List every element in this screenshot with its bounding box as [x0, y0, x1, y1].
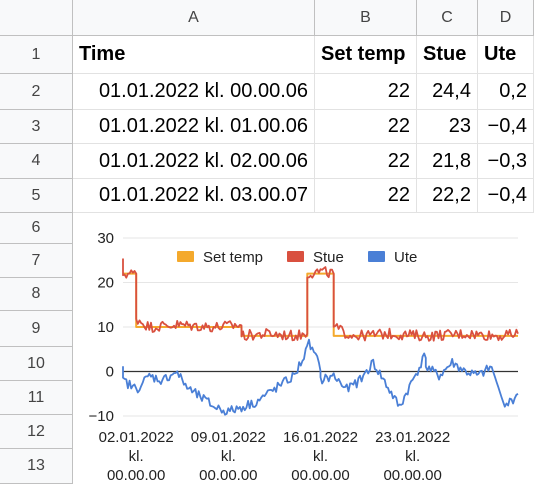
row-header-9[interactable]: 9 [0, 311, 73, 347]
y-tick-label: 30 [97, 230, 114, 247]
cell-b4[interactable]: 22 [315, 144, 417, 179]
cell-b2[interactable]: 22 [315, 74, 417, 110]
column-header-b[interactable]: B [315, 0, 417, 36]
legend-label: Ute [394, 249, 417, 266]
legend-swatch [177, 251, 194, 262]
y-tick-labels: 30 20 10 0 −10 [89, 230, 114, 425]
cell-b3[interactable]: 22 [315, 110, 417, 144]
x-tick-label-line: 16.01.2022 [283, 429, 358, 446]
y-tick-label: 0 [106, 364, 114, 381]
cell-a1[interactable]: Time [73, 36, 315, 74]
x-tick-label-line: 00.00.00 [107, 467, 165, 484]
legend-item-stue: Stue [287, 249, 344, 266]
column-header-c[interactable]: C [417, 0, 478, 36]
embedded-line-chart[interactable]: 30 20 10 0 −10 02.01.2022 kl. 00.00.00 09.01.20… [74, 215, 534, 484]
x-tick-label-line: 00.00.00 [383, 467, 441, 484]
cell-b5[interactable]: 22 [315, 179, 417, 213]
cell-c4[interactable]: 21,8 [417, 144, 478, 179]
row-header-5[interactable]: 5 [0, 179, 73, 213]
legend-label: Set temp [203, 249, 263, 266]
x-tick-label-line: 23.01.2022 [375, 429, 450, 446]
x-tick-label: 23.01.2022 kl. 00.00.00 [375, 429, 450, 484]
cell-d4[interactable]: −0,3 [478, 144, 534, 179]
row-header-4[interactable]: 4 [0, 144, 73, 179]
cell-d2[interactable]: 0,2 [478, 74, 534, 110]
x-tick-label-line: 09.01.2022 [191, 429, 266, 446]
row-header-10[interactable]: 10 [0, 347, 73, 381]
row-header-8[interactable]: 8 [0, 278, 73, 311]
cell-a3[interactable]: 01.01.2022 kl. 01.00.06 [73, 110, 315, 144]
x-tick-label-line: kl. [221, 448, 236, 465]
series-line-ute [122, 338, 519, 416]
x-tick-label: 02.01.2022 kl. 00.00.00 [99, 429, 174, 484]
y-tick-label: −10 [89, 408, 114, 425]
y-tick-label: 20 [97, 275, 114, 292]
x-tick-label-line: kl. [129, 448, 144, 465]
column-header-a[interactable]: A [73, 0, 315, 36]
x-tick-label: 09.01.2022 kl. 00.00.00 [191, 429, 266, 484]
row-header-2[interactable]: 2 [0, 74, 73, 110]
x-tick-label-line: 00.00.00 [199, 467, 257, 484]
legend-swatch [368, 251, 385, 262]
series-lines [122, 258, 519, 416]
cell-a4[interactable]: 01.01.2022 kl. 02.00.06 [73, 144, 315, 179]
row-header-7[interactable]: 7 [0, 244, 73, 278]
cell-d5[interactable]: −0,4 [478, 179, 534, 213]
row-header-3[interactable]: 3 [0, 110, 73, 144]
row-header-13[interactable]: 13 [0, 449, 73, 484]
y-tick-label: 10 [97, 319, 114, 336]
cell-d1[interactable]: Ute [478, 36, 534, 74]
chart-legend: Set temp Stue Ute [177, 249, 417, 266]
x-tick-label-line: 00.00.00 [291, 467, 349, 484]
row-header-1[interactable]: 1 [0, 36, 73, 74]
legend-label: Stue [313, 249, 344, 266]
row-header-6[interactable]: 6 [0, 213, 73, 244]
column-header-d[interactable]: D [478, 0, 534, 36]
cell-d3[interactable]: −0,4 [478, 110, 534, 144]
x-tick-label-line: 02.01.2022 [99, 429, 174, 446]
row-header-11[interactable]: 11 [0, 381, 73, 415]
x-tick-label-line: kl. [405, 448, 420, 465]
cell-c5[interactable]: 22,2 [417, 179, 478, 213]
cell-a5[interactable]: 01.01.2022 kl. 03.00.07 [73, 179, 315, 213]
cell-b1[interactable]: Set temp [315, 36, 417, 74]
legend-item-ute: Ute [368, 249, 417, 266]
legend-swatch [287, 251, 304, 262]
cell-c3[interactable]: 23 [417, 110, 478, 144]
cell-c2[interactable]: 24,4 [417, 74, 478, 110]
x-tick-label: 16.01.2022 kl. 00.00.00 [283, 429, 358, 484]
x-tick-label-line: kl. [313, 448, 328, 465]
cell-c1[interactable]: Stue [417, 36, 478, 74]
select-all-corner[interactable] [0, 0, 73, 36]
series-line-stue [122, 258, 519, 342]
cell-a2[interactable]: 01.01.2022 kl. 00.00.06 [73, 74, 315, 110]
row-header-12[interactable]: 12 [0, 415, 73, 449]
legend-item-set: Set temp [177, 249, 263, 266]
x-tick-labels: 02.01.2022 kl. 00.00.00 09.01.2022 kl. 00.00.… [99, 429, 451, 484]
